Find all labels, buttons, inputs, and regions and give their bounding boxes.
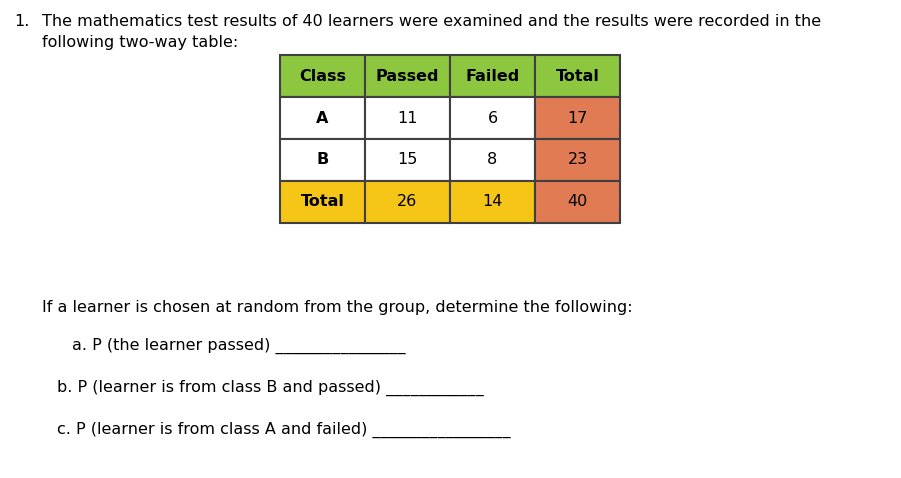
Text: If a learner is chosen at random from the group, determine the following:: If a learner is chosen at random from th… [42,300,633,315]
Bar [535,55,620,97]
Text: B: B [316,152,329,167]
Bar [450,139,535,181]
Bar [535,181,620,223]
Bar [450,55,535,97]
Bar [535,97,620,139]
Text: 8: 8 [487,152,497,167]
Bar [280,55,365,97]
Text: 15: 15 [397,152,418,167]
Text: Class: Class [299,68,346,84]
Text: a. P (the learner passed) ________________: a. P (the learner passed) ______________… [72,338,405,354]
Bar [365,139,450,181]
Bar [365,55,450,97]
Text: 1.: 1. [14,14,30,29]
Text: c. P (learner is from class A and failed) _________________: c. P (learner is from class A and failed… [57,422,511,438]
Text: 11: 11 [397,110,418,126]
Bar [450,181,535,223]
Text: Passed: Passed [376,68,440,84]
Text: The mathematics test results of 40 learners were examined and the results were r: The mathematics test results of 40 learn… [42,14,821,29]
Bar [280,181,365,223]
Text: 40: 40 [568,195,587,209]
Bar [450,97,535,139]
Bar [535,139,620,181]
Bar [280,139,365,181]
Text: 6: 6 [487,110,497,126]
Text: following two-way table:: following two-way table: [42,35,238,50]
Bar [365,181,450,223]
Text: b. P (learner is from class B and passed) ____________: b. P (learner is from class B and passed… [57,380,484,396]
Text: A: A [316,110,329,126]
Text: 26: 26 [397,195,418,209]
Text: Total: Total [556,68,599,84]
Text: Total: Total [301,195,344,209]
Text: Failed: Failed [466,68,520,84]
Text: 14: 14 [482,195,503,209]
Text: 23: 23 [568,152,587,167]
Bar [280,97,365,139]
Text: 17: 17 [568,110,587,126]
Bar [365,97,450,139]
